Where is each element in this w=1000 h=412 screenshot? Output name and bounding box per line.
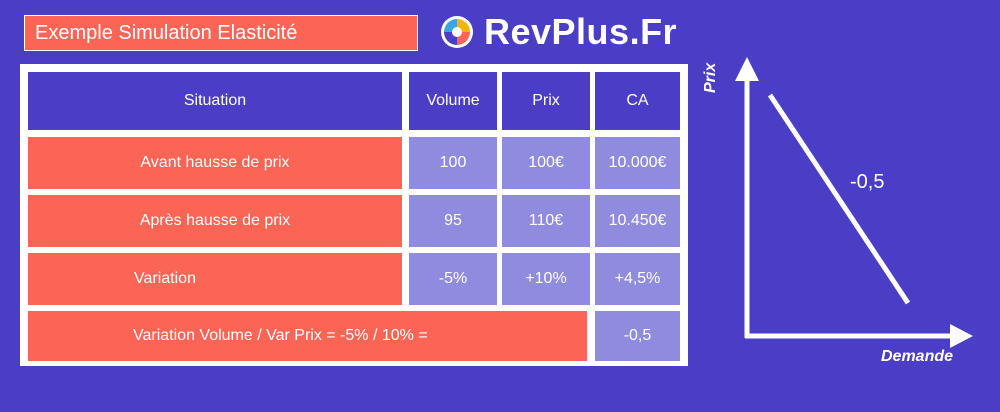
cell-ca-variation: +4,5% [595, 253, 680, 305]
column-header-situation: Situation [28, 72, 402, 130]
y-axis-arrowhead-icon [735, 57, 759, 81]
cell-volume-avant: 100 [409, 137, 497, 189]
brand-name: RevPlus.Fr [484, 11, 678, 52]
formula-label: Variation Volume / Var Prix = -5% / 10% … [28, 311, 587, 361]
cell-prix-variation: +10% [502, 253, 590, 305]
cell-ca-avant: 10.000€ [595, 137, 680, 189]
formula-result: -0,5 [595, 311, 680, 361]
column-header-ca: CA [595, 72, 680, 130]
elasticity-table: Situation Volume Prix CA Avant hausse de… [20, 64, 688, 366]
y-axis-label: Prix [702, 62, 719, 93]
simulation-title: Exemple Simulation Elasticité [24, 15, 418, 51]
cell-prix-avant: 100€ [502, 137, 590, 189]
row-label-variation: Variation [28, 253, 402, 305]
slope-label: -0,5 [850, 171, 885, 193]
revplus-logo-icon [441, 16, 473, 48]
cell-ca-apres: 10.450€ [595, 195, 680, 247]
demand-curve-diagram [735, 57, 973, 348]
column-header-volume: Volume [409, 72, 497, 130]
brand: RevPlus.Fr [440, 12, 677, 52]
cell-volume-variation: -5% [409, 253, 497, 305]
x-axis-label: Demande [881, 348, 954, 365]
row-label-avant: Avant hausse de prix [28, 137, 402, 189]
demand-curve-line [767, 93, 911, 305]
row-label-apres: Après hausse de prix [28, 195, 402, 247]
column-header-prix: Prix [502, 72, 590, 130]
demand-graph: Prix Demande -0,5 [700, 55, 1000, 407]
x-axis-arrowhead-icon [950, 324, 973, 348]
cell-volume-apres: 95 [409, 195, 497, 247]
cell-prix-apres: 110€ [502, 195, 590, 247]
